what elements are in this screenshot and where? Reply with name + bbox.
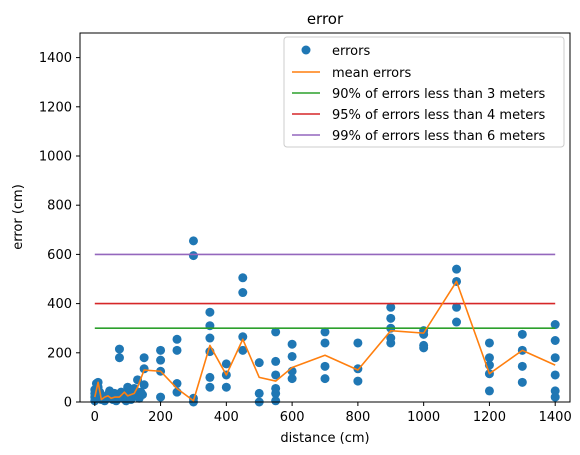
legend-label-errors: errors — [332, 44, 370, 59]
error-point — [205, 372, 215, 382]
y-tick-label: 1200 — [39, 100, 72, 115]
error-point — [353, 338, 363, 348]
error-point — [452, 264, 462, 274]
x-tick-label: 1200 — [473, 410, 506, 425]
error-point — [156, 345, 166, 355]
error-point — [172, 345, 182, 355]
error-point — [271, 383, 281, 393]
error-point — [139, 364, 149, 374]
error-point — [550, 392, 560, 402]
error-point — [386, 302, 396, 312]
error-point — [205, 307, 215, 317]
x-axis: 0 200 400 600 800 1000 1200 1400 — [91, 402, 572, 425]
error-point — [172, 334, 182, 344]
x-tick-label: 400 — [214, 410, 239, 425]
legend-label-mean-errors: mean errors — [332, 66, 411, 81]
error-point — [550, 320, 560, 330]
error-point — [238, 345, 248, 355]
plot-frame — [79, 32, 571, 403]
error-point — [271, 356, 281, 366]
error-point — [271, 327, 281, 337]
error-point — [205, 333, 215, 343]
y-tick-label: 200 — [47, 346, 72, 361]
error-point — [550, 336, 560, 345]
error-point — [419, 340, 429, 350]
error-point — [320, 361, 330, 371]
error-point — [484, 386, 494, 396]
legend-label-95pct: 95% of errors less than 4 meters — [332, 108, 546, 123]
error-point — [386, 333, 396, 343]
legend-frame — [283, 36, 565, 148]
error-point — [287, 374, 297, 384]
x-tick-label: 200 — [148, 410, 173, 425]
y-tick-label: 1400 — [39, 51, 72, 66]
legend-label-90pct: 90% of errors less than 3 meters — [332, 87, 546, 102]
error-point — [517, 361, 527, 371]
error-point — [188, 251, 198, 261]
y-tick-label: 0 — [64, 396, 72, 411]
series-errors — [90, 236, 560, 407]
error-point — [320, 327, 330, 337]
error-point — [550, 386, 560, 396]
error-point — [550, 370, 560, 380]
error-point — [320, 338, 330, 348]
error-point — [137, 390, 147, 400]
y-axis-title: error (cm) — [11, 184, 26, 250]
y-tick-label: 600 — [47, 248, 72, 263]
error-point — [254, 388, 264, 398]
error-point — [221, 359, 231, 369]
error-point — [517, 377, 527, 387]
x-tick-label: 800 — [345, 410, 370, 425]
error-point — [353, 376, 363, 386]
error-point — [271, 370, 281, 380]
error-point — [172, 379, 182, 389]
error-point — [188, 236, 198, 246]
chart-title: error — [307, 10, 344, 28]
y-axis: 0 200 400 600 800 1000 1200 1400 — [39, 51, 80, 411]
mean-errors-line — [94, 280, 556, 402]
plot-marks — [90, 236, 560, 407]
y-tick-label: 1000 — [39, 150, 72, 165]
x-tick-label: 600 — [280, 410, 305, 425]
x-tick-label: 1000 — [407, 410, 440, 425]
legend-marker-errors — [301, 45, 311, 55]
error-point — [221, 382, 231, 392]
y-tick-label: 400 — [47, 297, 72, 312]
error-point — [452, 317, 462, 327]
legend-label-99pct: 99% of errors less than 6 meters — [332, 129, 546, 144]
x-tick-label: 0 — [91, 410, 99, 425]
error-point — [484, 353, 494, 363]
y-tick-label: 800 — [47, 199, 72, 214]
error-point — [254, 358, 264, 368]
error-point — [139, 380, 149, 390]
error-point — [156, 355, 166, 365]
error-point — [139, 353, 149, 363]
legend: errors mean errors 90% of errors less th… — [283, 36, 565, 148]
error-point — [114, 344, 124, 354]
error-point — [517, 329, 527, 339]
error-point — [156, 392, 166, 402]
error-point — [205, 382, 215, 392]
error-point — [550, 353, 560, 363]
error-point — [238, 273, 248, 283]
error-point — [320, 374, 330, 384]
error-point — [386, 313, 396, 323]
error-point — [287, 339, 297, 349]
error-point — [114, 353, 124, 363]
error-point — [238, 332, 248, 342]
error-point — [271, 396, 281, 406]
error-point — [287, 351, 297, 361]
error-point — [484, 338, 494, 348]
x-axis-title: distance (cm) — [280, 431, 369, 446]
error-point — [452, 302, 462, 312]
error-point — [238, 288, 248, 298]
x-tick-label: 1400 — [539, 410, 572, 425]
